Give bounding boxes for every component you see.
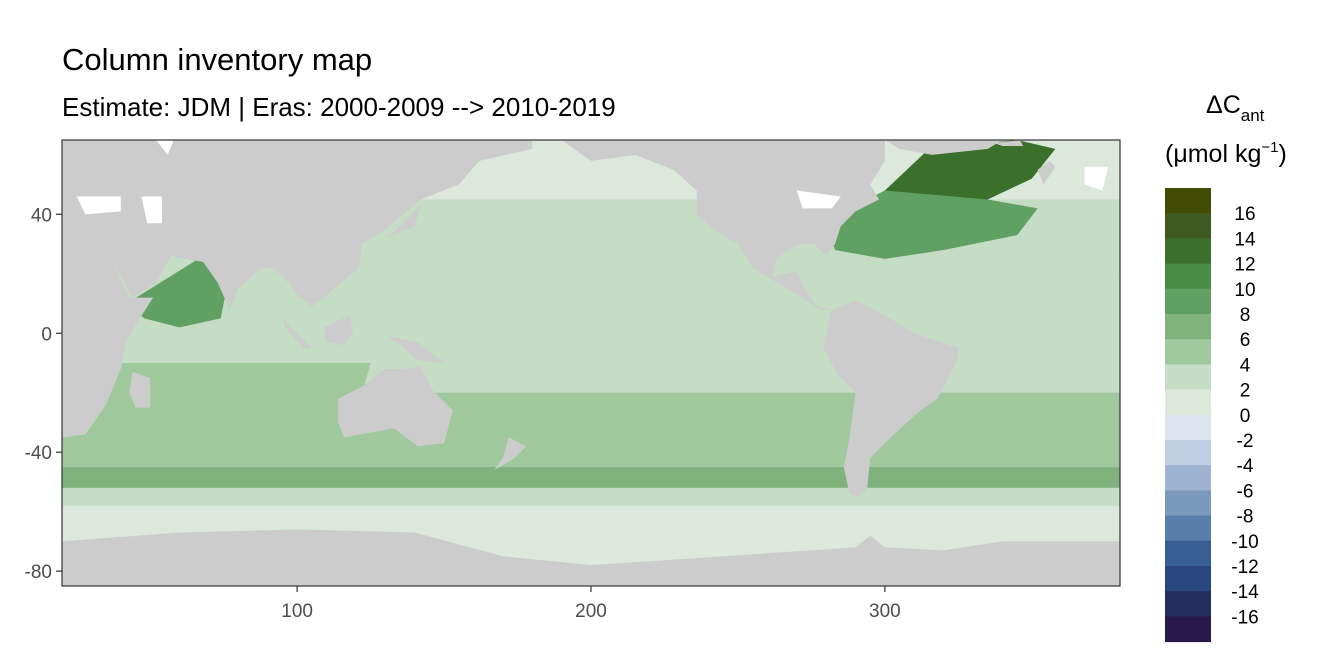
- land-mass: [823, 300, 959, 497]
- legend-label: -2: [1237, 431, 1254, 452]
- legend-swatch: [1165, 515, 1211, 542]
- land-mass: [561, 140, 885, 310]
- legend-label: 0: [1240, 406, 1251, 427]
- land-mass: [388, 336, 445, 363]
- land-mass: [62, 140, 533, 310]
- land-layer: [62, 140, 1120, 586]
- legend-label: 16: [1234, 204, 1255, 225]
- legend-label: 4: [1240, 355, 1251, 376]
- legend-label: 10: [1234, 280, 1255, 301]
- ocean-band: [62, 467, 1120, 488]
- nodata-patch: [1084, 166, 1109, 191]
- legend-swatch: [1165, 389, 1211, 416]
- region-patch: [826, 190, 1038, 259]
- land-mass: [338, 365, 453, 447]
- y-tick-label: 0: [41, 324, 52, 345]
- y-tick-label: -40: [25, 443, 52, 464]
- legend: ΔCant (μmol kg−1) 16 14 12 10 8 6 4 2 0 -2 -4 -6 -8 -…: [1165, 91, 1287, 643]
- y-tick-label: 40: [31, 205, 52, 226]
- legend-label: 14: [1234, 229, 1256, 250]
- legend-label: -14: [1231, 582, 1259, 603]
- legend-swatch: [1165, 263, 1211, 290]
- land-mass: [1037, 160, 1056, 185]
- land-mass: [993, 140, 1024, 146]
- legend-title: ΔCant: [1206, 91, 1265, 125]
- legend-swatch: [1165, 566, 1211, 592]
- legend-swatch: [1165, 238, 1211, 265]
- x-tick-label: 100: [281, 601, 313, 622]
- y-tick-label: -80: [25, 562, 52, 583]
- legend-colorbar: [1165, 188, 1211, 643]
- legend-swatch: [1165, 188, 1211, 214]
- legend-label: -6: [1237, 481, 1254, 502]
- x-tick-label: 200: [575, 601, 607, 622]
- nodata-patch: [796, 190, 841, 209]
- land-mass: [884, 140, 1003, 155]
- region-patch: [91, 363, 371, 447]
- nodata-layer: [76, 140, 1109, 224]
- legend-label: 12: [1234, 255, 1255, 276]
- legend-label: -10: [1231, 532, 1258, 553]
- legend-label: -12: [1231, 557, 1258, 578]
- nodata-patch: [156, 140, 174, 155]
- legend-swatch: [1165, 414, 1211, 441]
- legend-swatch: [1165, 591, 1211, 617]
- region-patch: [884, 140, 1056, 209]
- map-panel: [61, 139, 1121, 587]
- region-patch: [884, 392, 1120, 468]
- land-mass: [62, 223, 154, 438]
- legend-swatch: [1165, 490, 1211, 517]
- x-tick-label: 300: [869, 601, 901, 622]
- ocean-band: [62, 487, 1120, 506]
- legend-swatch: [1165, 465, 1211, 491]
- legend-label: 8: [1240, 305, 1251, 326]
- legend-labels: 16 14 12 10 8 6 4 2 0 -2 -4 -6 -8 -10 -12 -14 -16: [1231, 204, 1259, 628]
- legend-label: -8: [1237, 507, 1254, 528]
- legend-swatch: [1165, 540, 1211, 567]
- chart-subtitle: Estimate: JDM | Eras: 2000-2009 --> 2010…: [62, 92, 616, 122]
- legend-label: 6: [1240, 330, 1251, 351]
- land-mass: [323, 315, 353, 346]
- legend-swatch: [1165, 616, 1211, 643]
- land-mass: [62, 529, 1120, 586]
- nodata-patch: [141, 196, 162, 224]
- land-mass: [282, 318, 312, 349]
- legend-swatch: [1165, 314, 1211, 340]
- legend-swatch: [1165, 440, 1211, 466]
- legend-swatch: [1165, 339, 1211, 365]
- land-mass: [494, 437, 527, 471]
- legend-unit: (μmol kg−1): [1165, 139, 1287, 168]
- region-patch: [126, 255, 227, 328]
- land-mass: [385, 205, 421, 239]
- legend-swatch: [1165, 288, 1211, 315]
- legend-label: -16: [1231, 607, 1258, 628]
- legend-swatch: [1165, 213, 1211, 239]
- chart-title: Column inventory map: [62, 42, 373, 77]
- legend-swatch: [1165, 364, 1211, 391]
- legend-label: -4: [1237, 456, 1254, 477]
- legend-label: 2: [1240, 381, 1251, 402]
- nodata-patch: [76, 196, 121, 215]
- land-mass: [129, 371, 151, 408]
